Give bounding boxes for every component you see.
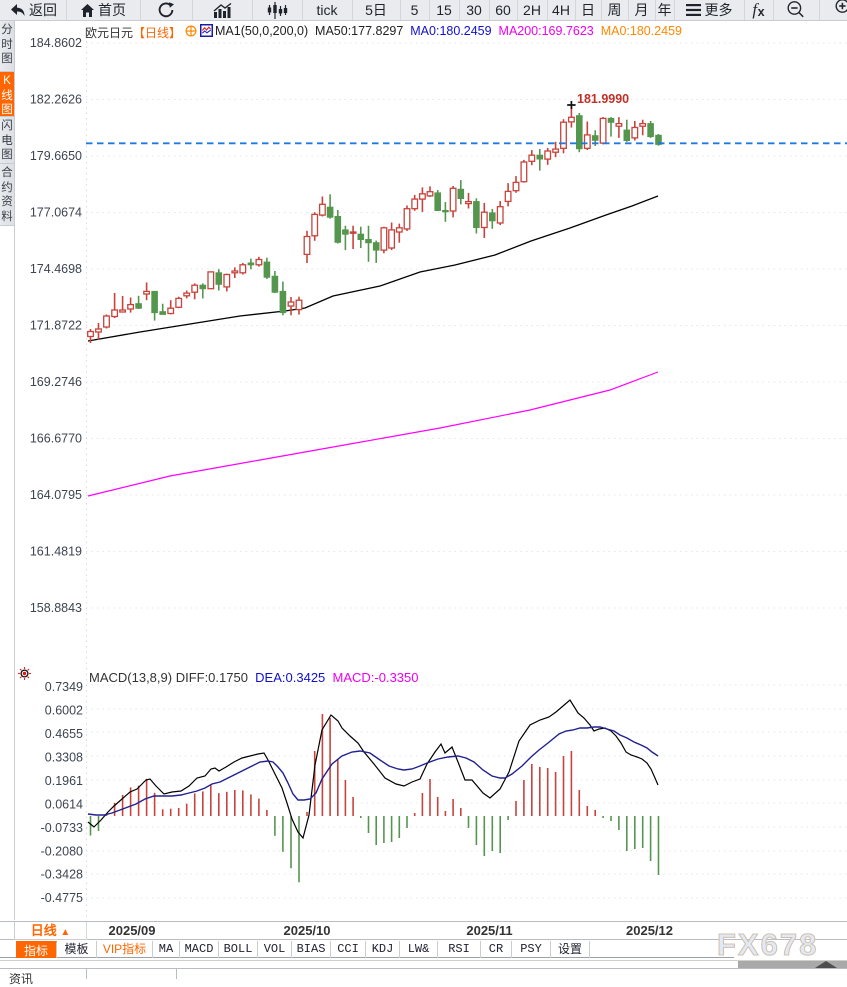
svg-text:169.2746: 169.2746 (30, 375, 82, 389)
svg-text:161.4819: 161.4819 (30, 545, 82, 559)
svg-text:0.7349: 0.7349 (45, 680, 83, 694)
svg-text:177.0674: 177.0674 (30, 206, 82, 220)
svg-text:-0.2080: -0.2080 (41, 844, 83, 858)
svg-text:181.9990: 181.9990 (577, 92, 629, 106)
svg-text:0.4655: 0.4655 (45, 727, 83, 741)
svg-text:182.2626: 182.2626 (30, 93, 82, 107)
svg-text:0.0614: 0.0614 (45, 797, 83, 811)
svg-text:-0.3428: -0.3428 (41, 868, 83, 882)
svg-text:174.4698: 174.4698 (30, 262, 82, 276)
svg-text:164.0795: 164.0795 (30, 488, 82, 502)
svg-text:171.8722: 171.8722 (30, 319, 82, 333)
svg-text:-0.0733: -0.0733 (41, 821, 83, 835)
svg-text:184.8602: 184.8602 (30, 36, 82, 50)
svg-text:0.1961: 0.1961 (45, 774, 83, 788)
svg-text:0.6002: 0.6002 (45, 704, 83, 718)
svg-text:-0.4775: -0.4775 (41, 891, 83, 905)
svg-text:166.6770: 166.6770 (30, 432, 82, 446)
svg-text:158.8843: 158.8843 (30, 601, 82, 615)
svg-text:0.3308: 0.3308 (45, 751, 83, 765)
svg-text:179.6650: 179.6650 (30, 149, 82, 163)
